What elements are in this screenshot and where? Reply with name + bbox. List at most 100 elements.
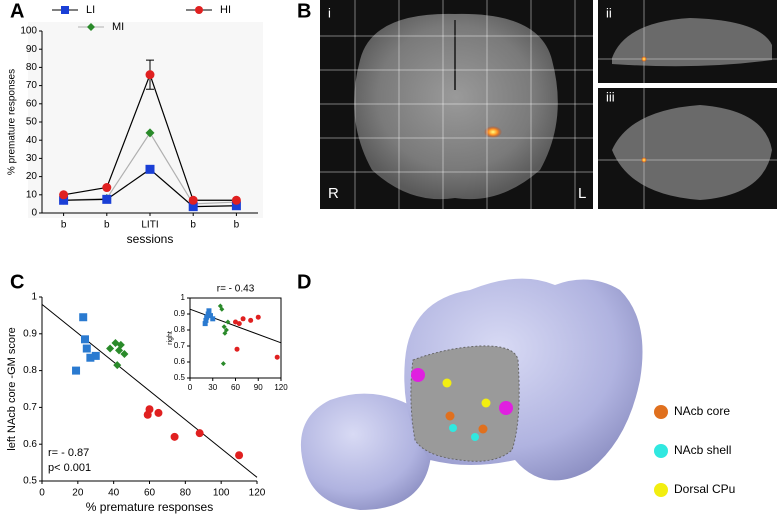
marker: [207, 313, 213, 319]
marker: [235, 451, 244, 460]
region-dot: [445, 411, 455, 421]
panel-label: A: [10, 0, 24, 22]
y-tick-label: 90: [26, 44, 38, 55]
x-tick-label: b: [190, 220, 196, 231]
x-tick-label: b: [104, 220, 110, 231]
marker: [240, 316, 246, 322]
x-tick-label: 100: [213, 488, 230, 499]
legend-label: LI: [86, 4, 95, 16]
region-dot: [411, 368, 425, 382]
legend-label: HI: [220, 4, 231, 16]
y-tick-label: 0.7: [174, 341, 186, 350]
x-tick-label: b: [61, 220, 67, 231]
region-dot: [478, 424, 488, 434]
marker: [195, 6, 203, 14]
brain-sagittal: [612, 18, 772, 67]
region-dot: [471, 433, 479, 441]
x-tick-label: 80: [180, 488, 192, 499]
y-axis-label: % premature responses: [7, 69, 18, 175]
marker: [236, 321, 242, 327]
marker: [81, 335, 89, 344]
marker: [219, 306, 225, 312]
marker: [188, 202, 198, 212]
marker: [86, 353, 95, 362]
plot-bg: [28, 22, 263, 218]
marker: [221, 324, 227, 330]
region-dot: [499, 401, 513, 415]
y-tick-label: 0.8: [23, 365, 37, 376]
activation: [484, 126, 502, 138]
y-tick-label: 50: [26, 117, 38, 128]
x-tick-label: 60: [231, 383, 240, 392]
legend-swatch: [654, 405, 668, 419]
marker: [170, 432, 179, 441]
marker: [154, 408, 163, 417]
marker: [220, 361, 226, 367]
legend-label: MI: [112, 21, 124, 33]
marker: [223, 327, 229, 333]
y-tick-label: 0.6: [174, 357, 186, 366]
y-tick-label: 0.7: [23, 402, 37, 413]
y-tick-label: 40: [26, 135, 38, 146]
y-axis-label: right: [167, 331, 174, 345]
annotation: r= - 0.87: [48, 447, 89, 459]
y-tick-label: 1: [31, 292, 37, 303]
marker: [116, 340, 125, 349]
marker: [234, 346, 240, 352]
marker: [72, 366, 81, 375]
marker: [206, 308, 212, 314]
marker: [203, 317, 209, 323]
grid: [320, 0, 593, 209]
marker: [61, 6, 69, 14]
x-tick-label: b: [234, 220, 240, 231]
marker: [188, 195, 198, 205]
marker: [231, 201, 241, 211]
x-tick-label: 90: [254, 383, 263, 392]
y-tick-label: 0.6: [23, 439, 37, 450]
marker: [145, 70, 155, 80]
y-tick-label: 0: [31, 208, 37, 219]
brain-section: [354, 13, 558, 200]
region-dot: [449, 424, 457, 432]
y-tick-label: 100: [20, 26, 37, 37]
legend-label: NAcb core: [674, 404, 730, 418]
region-dot: [481, 398, 491, 408]
cerebellum: [300, 393, 432, 510]
y-tick-label: 0.8: [174, 325, 186, 334]
x-axis-label: % premature responses: [86, 500, 213, 514]
x-axis-label: sessions: [127, 232, 174, 246]
x-tick-label: 20: [72, 488, 84, 499]
activation: [641, 157, 647, 163]
x-tick-label: 0: [39, 488, 45, 499]
marker: [195, 429, 204, 438]
panel-label: D: [297, 271, 311, 293]
annotation: p< 0.001: [48, 462, 91, 474]
legend-label: NAcb shell: [674, 443, 731, 457]
marker: [210, 316, 216, 322]
marker: [255, 314, 261, 320]
y-tick-label: 80: [26, 62, 38, 73]
marker: [225, 319, 231, 325]
y-tick-label: 1: [181, 293, 186, 302]
marker: [59, 195, 69, 205]
y-tick-label: 70: [26, 80, 38, 91]
marker: [91, 351, 100, 360]
view-label: iii: [606, 89, 615, 104]
marker: [113, 361, 122, 370]
panel-label: C: [10, 271, 24, 293]
brain-axial: [612, 105, 772, 200]
marker: [82, 344, 91, 353]
legend-swatch: [654, 483, 668, 497]
marker: [145, 405, 154, 414]
marker: [233, 319, 238, 325]
marker: [102, 183, 112, 193]
slice: [410, 345, 520, 462]
legend-label: Dorsal CPu: [674, 482, 735, 496]
marker: [248, 317, 254, 323]
marker: [102, 194, 112, 204]
x-tick-label: 120: [249, 488, 266, 499]
view-label: i: [328, 5, 331, 20]
marker: [120, 350, 129, 359]
inset-bg: [172, 282, 290, 394]
marker: [145, 128, 155, 138]
